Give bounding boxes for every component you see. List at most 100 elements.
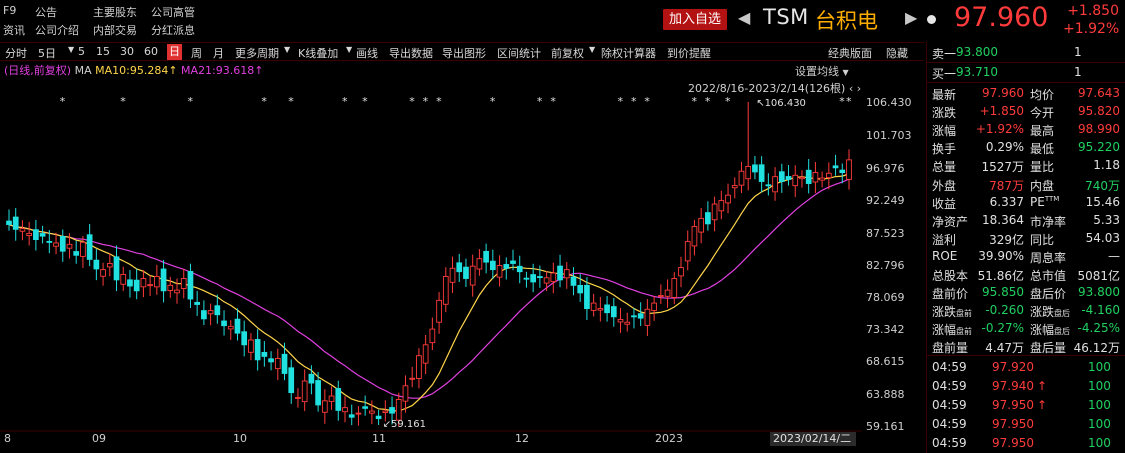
candle-body bbox=[745, 165, 752, 180]
quote-value: +1.850 bbox=[979, 104, 1024, 119]
ex-rights-calc-button[interactable]: 除权计算器 bbox=[601, 47, 656, 60]
quote-value: 97.643 bbox=[1078, 86, 1120, 100]
y-tick: 78.069 bbox=[866, 291, 905, 304]
candle-body bbox=[705, 212, 711, 225]
chevron-down-icon[interactable]: ▼ bbox=[589, 45, 596, 54]
draw-line-button[interactable]: 画线 bbox=[356, 47, 378, 60]
candle-body bbox=[718, 200, 725, 212]
candle-body bbox=[516, 265, 523, 273]
dividend-link[interactable]: 分红派息 bbox=[151, 24, 195, 37]
event-marker-icon: * bbox=[187, 95, 193, 108]
candle-body bbox=[476, 258, 483, 270]
range-stats-button[interactable]: 区间统计 bbox=[497, 47, 541, 60]
candle-body bbox=[315, 380, 321, 406]
chevron-down-icon[interactable]: ▼ bbox=[284, 45, 291, 54]
adjust-menu[interactable]: 前复权 bbox=[551, 47, 584, 60]
candle-body bbox=[268, 358, 274, 363]
quote-value: 98.990 bbox=[1078, 122, 1120, 137]
candle-body bbox=[375, 415, 382, 420]
quote-value: 329亿 bbox=[989, 232, 1024, 247]
quote-label: 总股本 bbox=[932, 269, 969, 283]
quote-label-sub: 盘前 bbox=[956, 309, 973, 319]
set-ma-menu[interactable]: 设置均线 ▼ bbox=[795, 63, 849, 79]
export-graph-button[interactable]: 导出图形 bbox=[442, 47, 486, 60]
candle-body bbox=[570, 276, 577, 286]
candle-body bbox=[321, 400, 328, 413]
chevron-down-icon[interactable]: ▼ bbox=[68, 45, 75, 54]
quote-value: — bbox=[1108, 248, 1120, 263]
candle-body bbox=[402, 385, 409, 402]
legend-ma21: MA21:93.618↑ bbox=[181, 64, 264, 77]
f9-link[interactable]: F9 bbox=[3, 4, 17, 17]
more-periods-menu[interactable]: 更多周期 bbox=[235, 47, 279, 60]
candle-body bbox=[147, 284, 153, 287]
price-alert-button[interactable]: 到价提醒 bbox=[667, 47, 711, 60]
news-link[interactable]: 资讯 bbox=[3, 24, 25, 37]
quote-value: 97.960 bbox=[982, 86, 1024, 100]
event-marker-icon: * bbox=[436, 95, 442, 108]
candle-body bbox=[805, 169, 812, 184]
next-stock-icon[interactable]: ▶ bbox=[905, 8, 918, 27]
tick-volume: 100 bbox=[1088, 436, 1111, 450]
chevron-down-icon[interactable]: ▼ bbox=[346, 45, 353, 54]
candle-body bbox=[664, 289, 671, 297]
quote-value: 6.337 bbox=[989, 194, 1024, 209]
quote-label: 均价 bbox=[1030, 88, 1055, 102]
hide-button[interactable]: 隐藏 bbox=[886, 47, 908, 60]
quote-value: 1.18 bbox=[1093, 158, 1120, 173]
candle-body bbox=[846, 159, 852, 180]
candle-body bbox=[395, 399, 402, 421]
candle-body bbox=[180, 278, 187, 289]
insider-link[interactable]: 内部交易 bbox=[93, 24, 137, 37]
candle-body bbox=[772, 176, 778, 193]
quote-label: 盘前价 bbox=[932, 287, 969, 302]
add-favorite-button[interactable]: 加入自选 bbox=[663, 9, 727, 30]
tab-intraday[interactable]: 分时 bbox=[5, 47, 27, 60]
quote-label: 周息率 bbox=[1030, 250, 1067, 265]
tab-60min[interactable]: 60 bbox=[144, 45, 158, 58]
chevron-right-icon[interactable]: › bbox=[856, 82, 862, 95]
quote-label: 换手 bbox=[932, 142, 957, 157]
y-tick: 82.796 bbox=[866, 259, 905, 272]
candle-body bbox=[825, 172, 832, 179]
candle-body bbox=[160, 268, 167, 292]
candle-body bbox=[469, 265, 476, 286]
tab-30min[interactable]: 30 bbox=[120, 45, 134, 58]
classic-layout-button[interactable]: 经典版面 bbox=[828, 47, 872, 60]
tab-15min[interactable]: 15 bbox=[96, 45, 110, 58]
candle-body bbox=[456, 262, 463, 273]
quote-label: 涨幅盘后 bbox=[1030, 323, 1071, 338]
event-marker-icon: * bbox=[490, 95, 496, 108]
tick-volume: 100 bbox=[1088, 398, 1111, 412]
top-nav: F9 公告 主要股东 公司高管 资讯 公司介绍 内部交易 分红派息 bbox=[0, 0, 660, 40]
candle-body bbox=[792, 174, 799, 187]
tick-volume: 100 bbox=[1088, 360, 1111, 374]
quote-label-sub: 盘后 bbox=[1054, 309, 1071, 319]
candle-body bbox=[799, 176, 805, 180]
tab-5day[interactable]: 5日 bbox=[38, 47, 56, 60]
quote-label: 涨幅 bbox=[932, 124, 957, 139]
quote-value: -4.160 bbox=[1081, 303, 1120, 318]
announcement-link[interactable]: 公告 bbox=[35, 6, 57, 19]
export-data-button[interactable]: 导出数据 bbox=[389, 47, 433, 60]
event-marker-icon: * bbox=[631, 95, 637, 108]
status-dot-icon bbox=[927, 15, 936, 24]
quote-label: 总市值 bbox=[1030, 269, 1067, 283]
event-marker-icon: * bbox=[644, 95, 650, 108]
quote-value: 39.90% bbox=[978, 248, 1024, 263]
tab-daily[interactable]: 日 bbox=[167, 44, 182, 60]
executives-link[interactable]: 公司高管 bbox=[151, 6, 195, 19]
quote-value: 46.12万 bbox=[1073, 341, 1120, 356]
shareholders-link[interactable]: 主要股东 bbox=[93, 6, 137, 19]
quote-label: 盘后量 bbox=[1030, 341, 1067, 356]
tab-weekly[interactable]: 周 bbox=[191, 47, 202, 60]
profile-link[interactable]: 公司介绍 bbox=[35, 24, 79, 37]
tab-monthly[interactable]: 月 bbox=[213, 47, 224, 60]
prev-stock-icon[interactable]: ◀ bbox=[738, 8, 751, 27]
candlestick-chart[interactable]: * * * * * * * * * * * * * * * * * * * * *↖106.430↙59.161 bbox=[0, 62, 924, 453]
chevron-left-icon[interactable]: ‹ bbox=[848, 82, 854, 95]
kline-overlay-menu[interactable]: K线叠加 bbox=[298, 47, 339, 60]
tick-time: 04:59 bbox=[932, 398, 967, 412]
tab-5min[interactable]: 5 bbox=[78, 45, 85, 58]
candle-body bbox=[93, 259, 100, 270]
